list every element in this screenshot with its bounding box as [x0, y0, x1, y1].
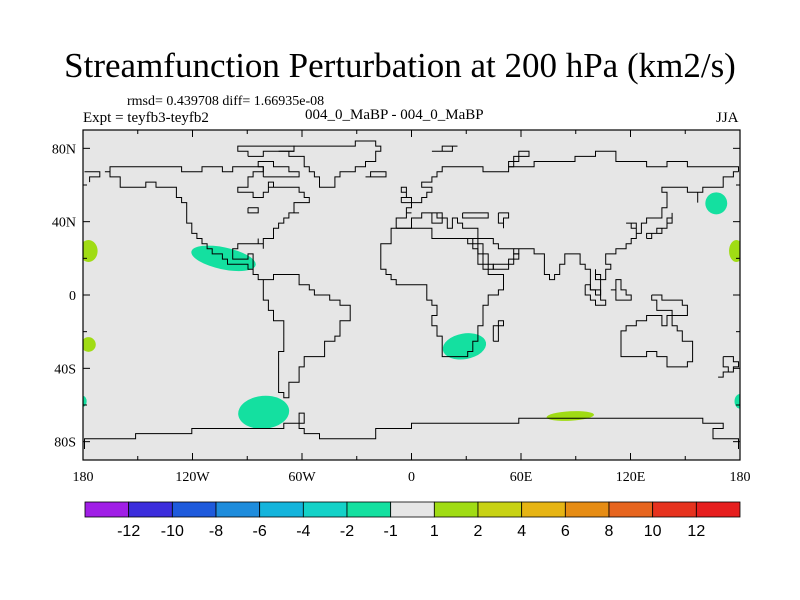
coastline-novaya-zemlya: [508, 150, 530, 168]
coastline-baffin: [257, 161, 300, 178]
colorbar-label: -6: [253, 523, 267, 540]
y-tick-label: 0: [69, 289, 76, 304]
y-tick-label: 40S: [54, 362, 76, 377]
colorbar-box: [84, 501, 130, 518]
anomaly-region-0: [191, 245, 256, 272]
plot-background: [83, 130, 740, 460]
coastline-hudson-region-lake: [247, 207, 259, 214]
anomaly-region-5: [83, 337, 96, 352]
x-tick-label: 60E: [510, 470, 533, 485]
coastline-uk: [400, 186, 412, 204]
colorbar-box: [390, 501, 435, 518]
colorbar-box: [652, 501, 697, 518]
colorbar-label: -8: [209, 523, 223, 540]
y-tick-label: 40N: [52, 216, 76, 231]
coastline-australia: [620, 315, 694, 368]
coastline-new-guinea: [651, 294, 688, 316]
experiment-label: Expt = teyfb3-teyfb2: [83, 110, 209, 126]
colorbar-box: [215, 501, 261, 518]
coastline-new-zealand: [718, 356, 739, 378]
colorbar-box: [521, 501, 566, 518]
colorbar-box: [171, 501, 217, 518]
colorbar-box: [128, 501, 173, 518]
colorbar-label: -2: [340, 523, 354, 540]
anomaly-region-3: [705, 192, 728, 215]
y-tick-label: 80N: [52, 142, 76, 157]
coastline-africa: [380, 227, 504, 358]
coastline-antarctica: [84, 412, 739, 449]
coastline-greenland: [278, 140, 382, 188]
coastline-japan: [646, 212, 673, 239]
x-tick-label: 0: [408, 470, 415, 485]
stats-text: rmsd= 0.439708 diff= 1.66935e-08: [127, 94, 325, 109]
coastline-sumatra: [584, 284, 607, 306]
coastline-eurasia-east: [84, 171, 101, 183]
coastline-madagascar: [492, 320, 504, 342]
x-tick-label: 180: [730, 470, 751, 485]
colorbar-box: [564, 501, 610, 518]
anomaly-region-4: [83, 240, 98, 262]
x-tick-label: 60W: [288, 470, 316, 485]
coastline-borneo: [610, 279, 632, 301]
colorbar-label: 8: [605, 523, 614, 540]
coastline-asia-coast: [396, 171, 739, 296]
anomaly-region-1: [238, 395, 290, 429]
colorbar-label: -1: [384, 523, 398, 540]
chart-title: Streamfunction Perturbation at 200 hPa (…: [64, 46, 736, 85]
coastline-iceland: [365, 171, 387, 178]
colorbar-label: -10: [161, 523, 184, 540]
colorbar-box: [346, 501, 392, 518]
season-label: JJA: [716, 110, 739, 126]
x-tick-label: 180: [73, 470, 94, 485]
coastline-north-america-south-america: [104, 166, 351, 399]
colorbar-box: [259, 501, 304, 518]
anomaly-region-2: [442, 333, 487, 360]
colorbar-box: [302, 501, 348, 518]
coastline-black-sea: [462, 212, 489, 219]
colorbar-label: 1: [430, 523, 439, 540]
x-tick-label: 120E: [616, 470, 646, 485]
colorbar-label: 10: [644, 523, 662, 540]
colorbar-box: [477, 501, 523, 518]
coastline-ellesmere: [237, 145, 295, 157]
coastline-caspian-sea: [497, 212, 510, 229]
x-tick-label: 120W: [175, 470, 210, 485]
colorbar-label: 6: [561, 523, 570, 540]
colorbar-box: [433, 501, 479, 518]
coastline-arabia: [477, 238, 520, 270]
colorbar-label: 2: [474, 523, 483, 540]
colorbar-label: 12: [687, 523, 705, 540]
colorbar-box: [695, 501, 741, 518]
colorbar-label: -4: [296, 523, 310, 540]
anomaly-region-8: [83, 395, 87, 407]
anomaly-region-6: [729, 240, 740, 262]
y-tick-label: 80S: [54, 436, 76, 451]
colorbar-label: 4: [517, 523, 526, 540]
colorbar-label: -12: [117, 523, 140, 540]
coastline-svalbard: [431, 145, 458, 152]
experiment-name-label: 004_0_MaBP - 004_0_MaBP: [305, 107, 484, 123]
coastline-eurasia-africa: [395, 150, 739, 229]
colorbar-box: [608, 501, 654, 518]
